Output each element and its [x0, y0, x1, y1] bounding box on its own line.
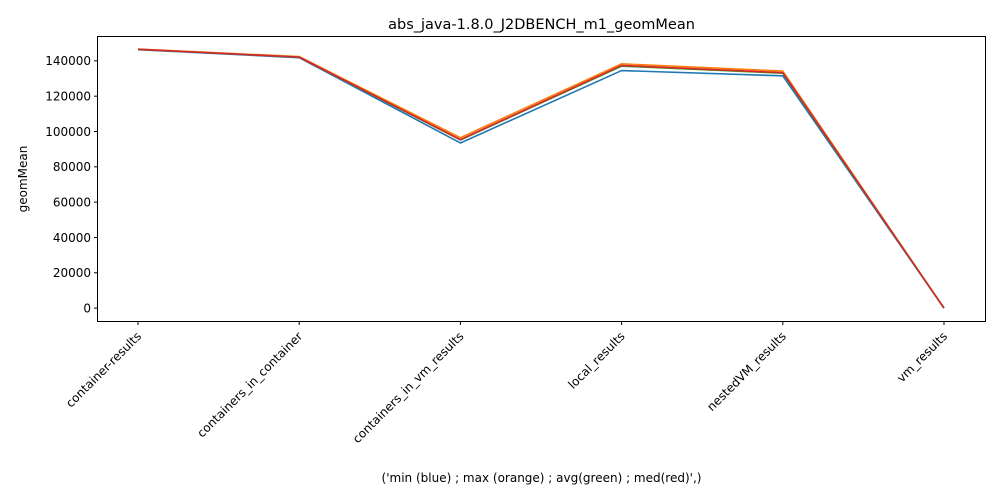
x-tick-label-2: containers_in_vm_results	[350, 329, 467, 446]
series-line-2	[137, 48, 945, 309]
series-line-1	[137, 48, 945, 309]
plot-frame	[97, 36, 986, 322]
chart-title: abs_java-1.8.0_J2DBENCH_m1_geomMean	[388, 17, 695, 33]
plot-area	[137, 48, 945, 309]
x-tick-label-1: containers_in_container	[194, 329, 305, 440]
x-tick-label-5: vm_results	[894, 329, 950, 385]
y-tick-label-140000: 140000	[45, 54, 91, 68]
x-tick-label-4: nestedVM_results	[704, 329, 789, 414]
y-tick-label-100000: 100000	[45, 125, 91, 139]
series-line-3	[137, 48, 945, 309]
x-axis: container-results containers_in_container…	[63, 321, 950, 446]
y-tick-label-20000: 20000	[53, 266, 91, 280]
series-line-0	[137, 48, 945, 309]
y-axis: 0 20000 40000 60000 80000 100000 120000 140000	[45, 54, 98, 315]
y-tick-label-40000: 40000	[53, 231, 91, 245]
x-tick-label-3: local_results	[565, 329, 627, 391]
y-tick-label-0: 0	[83, 301, 91, 315]
x-axis-title: ('min (blue) ; max (orange) ; avg(green)…	[382, 471, 702, 485]
y-axis-title: geomMean	[16, 146, 30, 213]
y-tick-label-120000: 120000	[45, 89, 91, 103]
y-tick-label-60000: 60000	[53, 195, 91, 209]
x-tick-label-0: container-results	[63, 329, 144, 410]
y-tick-label-80000: 80000	[53, 160, 91, 174]
